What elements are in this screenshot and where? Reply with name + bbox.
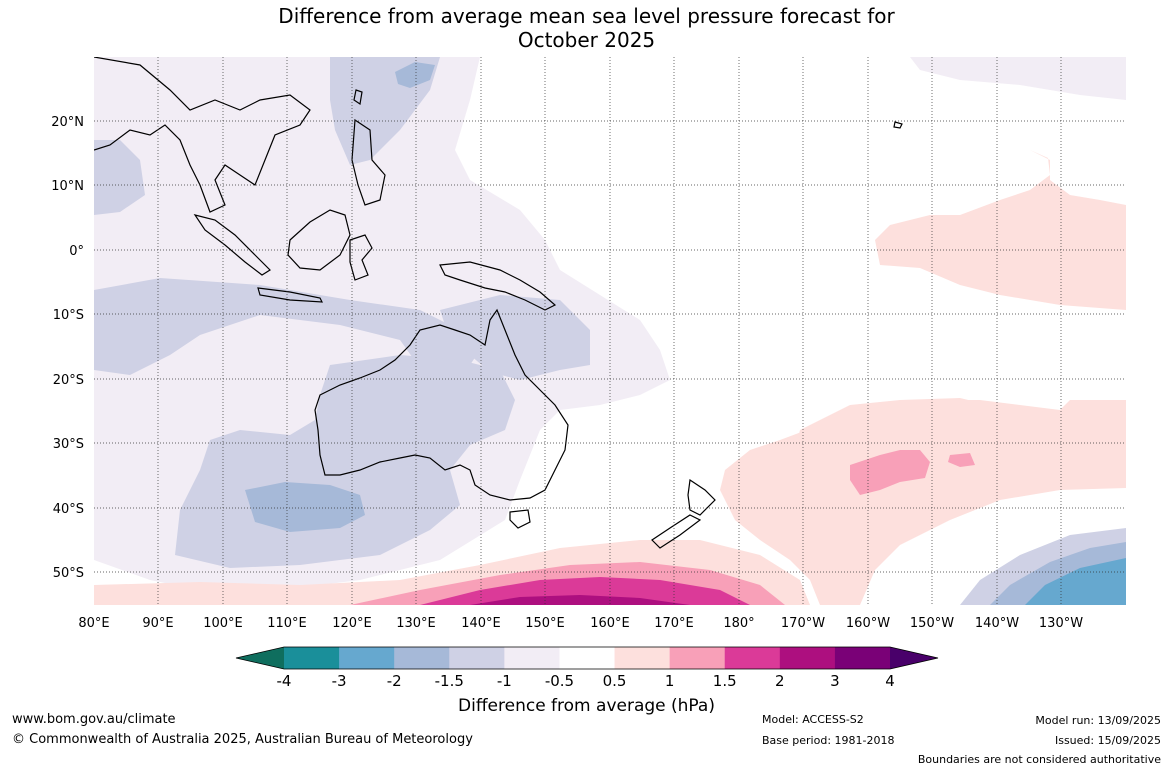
colorbar-tick-label: -4 xyxy=(277,672,292,690)
lon-label: 140°E xyxy=(461,616,501,631)
anomaly-region-neg1-d xyxy=(440,295,590,380)
colorbar-bin xyxy=(779,647,836,669)
colorbar-bin xyxy=(724,647,781,669)
anomaly-region-pos15-south xyxy=(420,577,750,605)
gridlines xyxy=(94,57,1126,605)
colorbar-tick-label: 0.5 xyxy=(603,672,627,690)
map-plot-area xyxy=(94,57,1126,605)
lat-label: 20°N xyxy=(51,115,84,130)
model-name: Model: ACCESS-S2 xyxy=(762,713,864,726)
lat-label: 50°S xyxy=(53,566,84,581)
lon-label: 170°W xyxy=(781,616,825,631)
model-run: Model run: 13/09/2025 xyxy=(1035,714,1161,727)
disclaimer: Boundaries are not considered authoritat… xyxy=(917,753,1161,766)
lon-label: 130°E xyxy=(396,616,436,631)
anomaly-region-pos2-south xyxy=(470,595,690,605)
sumatra-outline xyxy=(193,214,271,276)
colorbar-tick-label: 2 xyxy=(775,672,785,690)
lon-label: 90°E xyxy=(142,616,173,631)
colorbar-tick-label: -2 xyxy=(387,672,402,690)
anomaly-region-neg05-ne xyxy=(910,57,1126,100)
colorbar-bin xyxy=(504,647,560,669)
lon-label: 120°E xyxy=(332,616,372,631)
anomaly-region-pos1-a xyxy=(850,450,930,495)
colorbar-tick-label: 4 xyxy=(885,672,895,690)
colorbar-labels: -4 -3 -2 -1.5 -1 -0.5 0.5 1 1.5 2 3 4 xyxy=(277,672,895,690)
website-link[interactable]: www.bom.gov.au/climate xyxy=(12,712,176,727)
coastlines xyxy=(94,57,903,549)
lat-label: 20°S xyxy=(53,373,84,388)
java-outline xyxy=(257,287,324,303)
colorbar-outline xyxy=(235,646,939,670)
lon-label: 100°E xyxy=(203,616,243,631)
lon-label: 160°W xyxy=(846,616,890,631)
anomaly-region-neg1-c xyxy=(94,278,480,375)
se-asia-outline xyxy=(94,57,311,213)
anomaly-region-neg1-b xyxy=(94,140,145,215)
philippines-outline xyxy=(351,118,386,206)
colorbar-title: Difference from average (hPa) xyxy=(458,696,715,716)
lon-labels: 80°E 90°E 100°E 110°E 120°E 130°E 140°E … xyxy=(78,616,1083,631)
lat-label: 10°N xyxy=(51,179,84,194)
colorbar-tick-label: -3 xyxy=(332,672,347,690)
anomaly-region-neg15-a xyxy=(395,62,435,88)
new-zealand-south-outline xyxy=(651,514,702,549)
colorbar-bin xyxy=(394,647,450,669)
taiwan-outline xyxy=(353,89,363,106)
colorbar-extend-high xyxy=(890,647,938,669)
colorbar-bin xyxy=(669,647,726,669)
colorbar-bin xyxy=(284,647,340,669)
copyright-text: © Commonwealth of Australia 2025, Austra… xyxy=(12,732,473,747)
colorbar-tick-label: 1 xyxy=(665,672,675,690)
lon-label: 80°E xyxy=(78,616,109,631)
colorbar-tick-label: -1 xyxy=(497,672,512,690)
lat-label: 0° xyxy=(69,244,84,259)
borneo-outline xyxy=(287,209,351,271)
lat-label: 40°S xyxy=(53,502,84,517)
lon-label: 140°W xyxy=(975,616,1019,631)
lon-label: 130°W xyxy=(1039,616,1083,631)
map-title-line2: October 2025 xyxy=(517,28,656,52)
sulawesi-outline xyxy=(349,234,373,281)
map-title-line1: Difference from average mean sea level p… xyxy=(278,4,895,28)
lon-label: 110°E xyxy=(267,616,307,631)
colorbar-bin xyxy=(559,647,616,669)
colorbar-bin xyxy=(339,647,395,669)
colorbar-tick-label: 1.5 xyxy=(713,672,737,690)
anomaly-region-neg2-se xyxy=(1025,558,1126,605)
map-title: Difference from average mean sea level p… xyxy=(0,4,1173,52)
lon-label: 150°W xyxy=(910,616,954,631)
colorbar xyxy=(235,646,939,670)
hawaii-outline xyxy=(893,121,903,129)
colorbar-extend-low xyxy=(236,647,284,669)
colorbar-tick-label: -1.5 xyxy=(435,672,464,690)
colorbar-tick-label: -0.5 xyxy=(545,672,574,690)
lat-label: 30°S xyxy=(53,437,84,452)
issued-date: Issued: 15/09/2025 xyxy=(1054,734,1161,747)
anomaly-region-neg15-b xyxy=(245,482,365,532)
lon-label: 150°E xyxy=(525,616,565,631)
tasmania-outline xyxy=(509,509,531,529)
lat-label: 10°S xyxy=(53,308,84,323)
new-zealand-north-outline xyxy=(687,478,716,516)
anomaly-region-pos1-b xyxy=(948,453,975,467)
lon-label: 160°E xyxy=(590,616,630,631)
lon-label: 170°E xyxy=(654,616,694,631)
australia-outline xyxy=(314,308,569,501)
lon-label: 180° xyxy=(723,616,754,631)
colorbar-bin xyxy=(449,647,505,669)
colorbar-bin xyxy=(834,647,891,669)
colorbar-bin xyxy=(614,647,671,669)
base-period: Base period: 1981-2018 xyxy=(762,734,895,747)
lat-labels: 20°N 10°N 0° 10°S 20°S 30°S 40°S 50°S xyxy=(51,115,84,581)
colorbar-tick-label: 3 xyxy=(830,672,840,690)
